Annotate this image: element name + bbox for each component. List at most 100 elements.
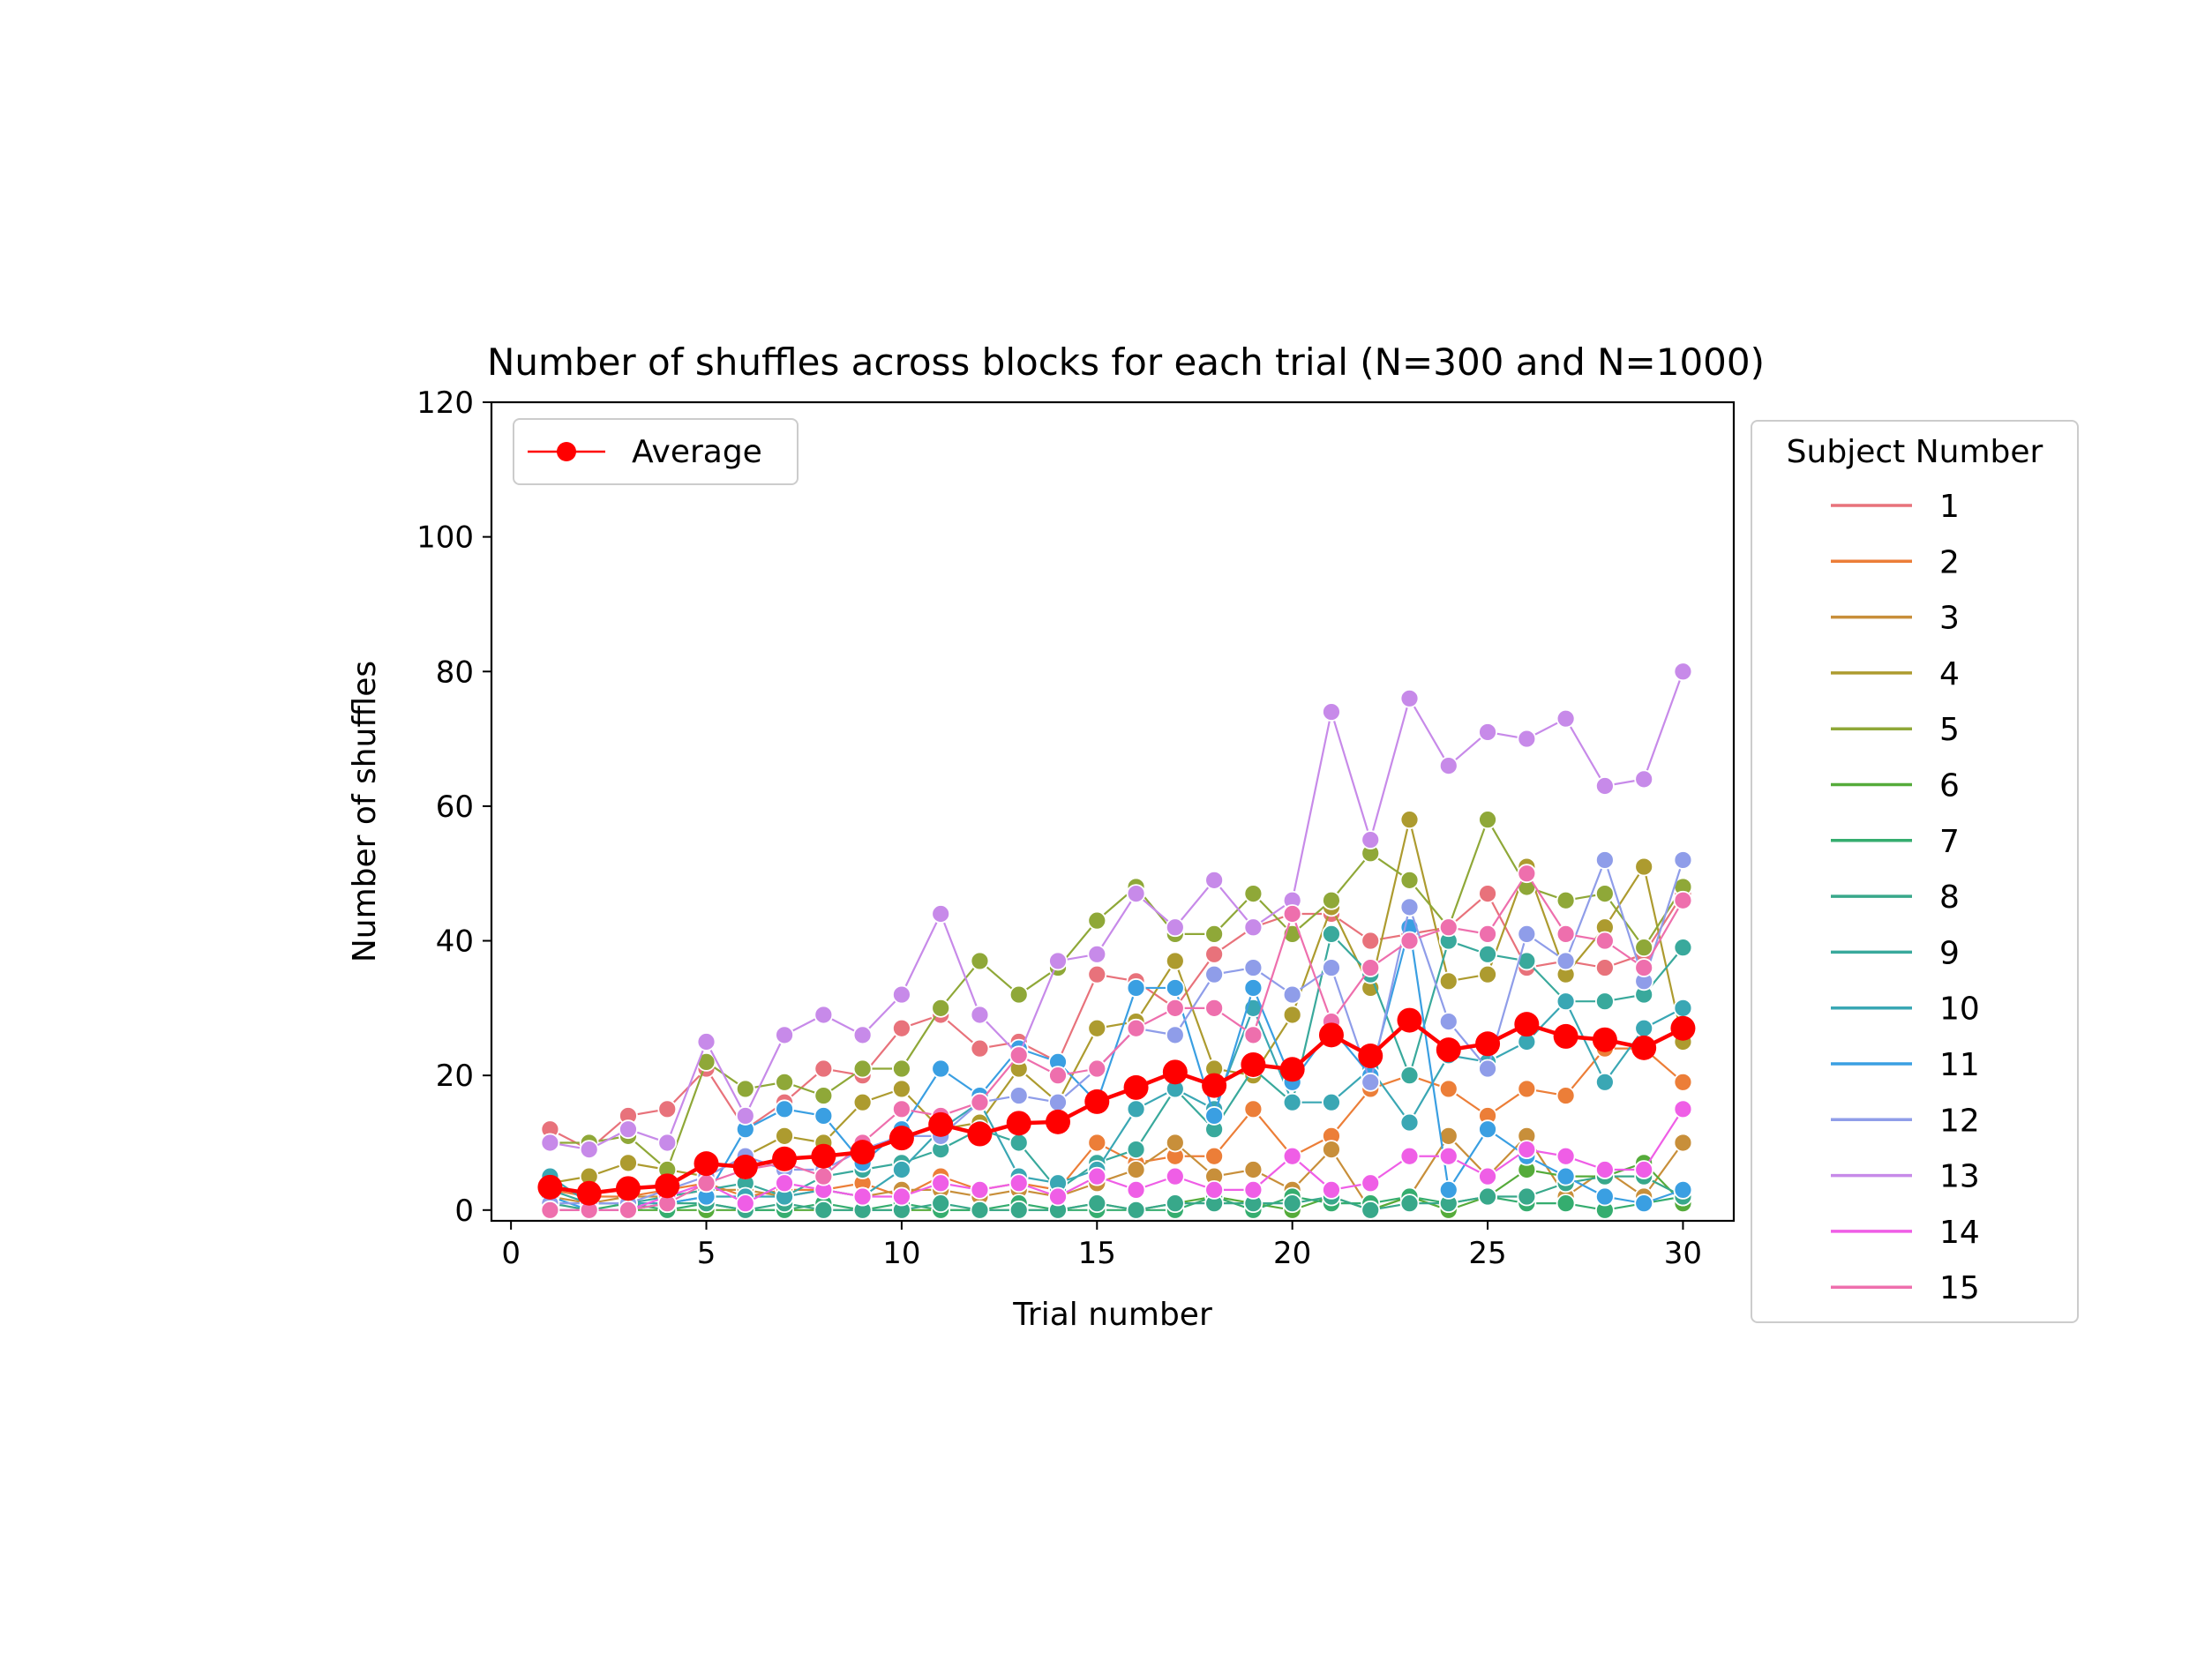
data-point xyxy=(1438,756,1458,776)
average-point xyxy=(615,1176,641,1201)
data-point xyxy=(696,1032,716,1051)
data-point xyxy=(814,1059,834,1079)
average-point xyxy=(694,1151,719,1177)
legend-entry-subject-13: 13 xyxy=(1831,1159,1980,1195)
data-point xyxy=(1594,850,1615,870)
data-point xyxy=(1009,1045,1029,1066)
x-tick-label: 0 xyxy=(501,1236,521,1271)
legend-label: 9 xyxy=(1939,935,1960,971)
data-point xyxy=(1048,1186,1068,1207)
data-point xyxy=(1556,1086,1576,1105)
data-point xyxy=(1243,917,1263,938)
data-point xyxy=(775,1099,794,1119)
average-layer xyxy=(537,1007,1696,1206)
data-point xyxy=(1478,810,1497,830)
data-point xyxy=(1399,1193,1420,1214)
average-point xyxy=(1279,1057,1305,1082)
data-point xyxy=(1361,1072,1381,1092)
data-point xyxy=(1478,1119,1497,1140)
data-point xyxy=(1673,890,1693,910)
average-point xyxy=(1475,1031,1501,1057)
average-point xyxy=(1670,1015,1696,1041)
data-point xyxy=(931,998,951,1018)
legend-label: 1 xyxy=(1939,489,1960,525)
legend-label: 12 xyxy=(1939,1103,1980,1139)
data-point xyxy=(1165,1025,1185,1045)
x-tick-label: 10 xyxy=(882,1236,920,1271)
data-point xyxy=(1361,958,1381,977)
data-point xyxy=(1165,951,1185,971)
data-point xyxy=(1204,944,1225,964)
data-point xyxy=(1322,890,1341,910)
data-point xyxy=(1438,1179,1458,1200)
average-point xyxy=(1514,1012,1540,1037)
data-point xyxy=(852,1059,873,1079)
data-point xyxy=(1634,1018,1654,1038)
series-layer xyxy=(540,662,1693,1220)
data-point xyxy=(1556,924,1576,944)
data-point xyxy=(1322,1140,1341,1160)
data-point xyxy=(1204,1146,1225,1166)
data-point xyxy=(1634,1193,1654,1214)
data-point xyxy=(814,1106,834,1126)
data-point xyxy=(1165,978,1185,998)
x-axis-label: Trial number xyxy=(1012,1297,1212,1333)
data-point xyxy=(970,1179,990,1200)
data-point xyxy=(619,1153,638,1173)
data-point xyxy=(1594,1160,1615,1179)
x-axis: 0 5 10 15 20 25 30 xyxy=(501,1221,1702,1271)
average-point xyxy=(537,1174,563,1200)
x-tick-label: 30 xyxy=(1664,1236,1702,1271)
data-point xyxy=(1243,1099,1263,1119)
x-tick-label: 25 xyxy=(1468,1236,1506,1271)
data-point xyxy=(892,1079,911,1099)
average-point xyxy=(1592,1027,1617,1052)
data-point xyxy=(579,1140,599,1160)
data-point xyxy=(1126,978,1146,998)
data-point xyxy=(1204,1106,1225,1126)
data-point xyxy=(1594,931,1615,951)
data-point xyxy=(1517,1140,1537,1160)
average-point xyxy=(732,1154,758,1179)
legend-label: 11 xyxy=(1939,1047,1980,1083)
legend-entry-subject-11: 11 xyxy=(1831,1047,1980,1083)
data-point xyxy=(1243,1160,1263,1179)
data-point xyxy=(970,1038,990,1059)
data-point xyxy=(931,1059,951,1079)
data-point xyxy=(1126,1160,1146,1179)
data-point xyxy=(1438,1146,1458,1166)
data-point xyxy=(1087,1133,1107,1153)
data-point xyxy=(1556,1146,1576,1166)
data-point xyxy=(1282,1193,1302,1214)
data-point xyxy=(1204,870,1225,890)
data-point xyxy=(1594,884,1615,904)
average-point xyxy=(655,1173,680,1199)
data-point xyxy=(1282,904,1302,924)
data-point xyxy=(1087,1166,1107,1186)
y-axis: 0 20 40 60 80 100 120 xyxy=(416,385,491,1229)
data-point xyxy=(1165,1166,1185,1186)
average-point xyxy=(889,1126,914,1151)
data-point xyxy=(1282,1146,1302,1166)
legend-average: Average xyxy=(513,418,799,485)
data-point xyxy=(775,1173,794,1193)
data-point xyxy=(852,1186,873,1207)
data-point xyxy=(1556,1193,1576,1214)
data-point xyxy=(1594,776,1615,796)
legend-entry-subject-3: 3 xyxy=(1831,601,1960,637)
data-point xyxy=(1399,870,1420,890)
y-tick-label: 40 xyxy=(436,924,474,960)
data-point xyxy=(1399,1112,1420,1133)
data-point xyxy=(1517,864,1537,884)
x-tick-label: 15 xyxy=(1078,1236,1116,1271)
legend-label: 10 xyxy=(1939,991,1980,1028)
data-point xyxy=(852,1025,873,1045)
data-point xyxy=(814,1200,834,1220)
data-point xyxy=(1243,1025,1263,1045)
data-point xyxy=(1399,810,1420,830)
data-point xyxy=(1517,1079,1537,1099)
y-tick-label: 20 xyxy=(436,1059,474,1094)
average-point xyxy=(1046,1109,1071,1134)
plot-area xyxy=(490,400,1736,1223)
data-point xyxy=(1478,1059,1497,1079)
